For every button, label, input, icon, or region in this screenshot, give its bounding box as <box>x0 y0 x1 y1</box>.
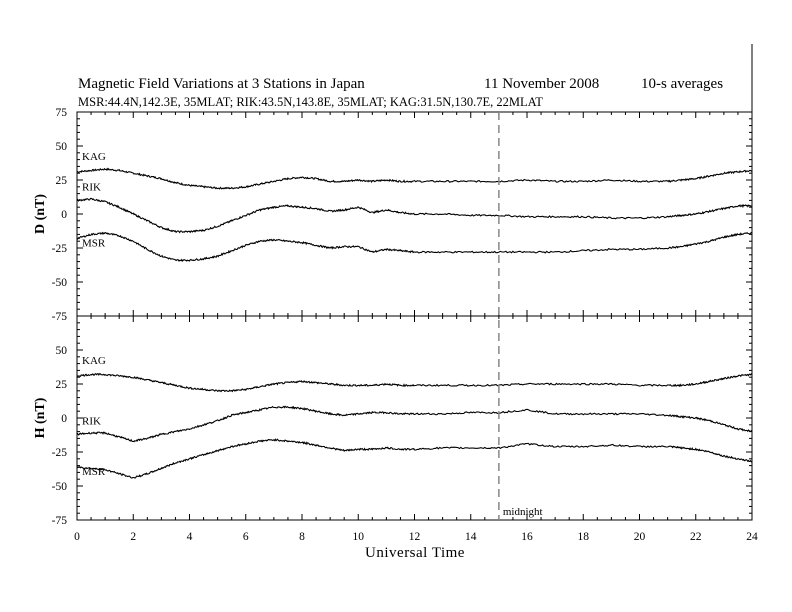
panel-1-ytick-label: 0 <box>61 209 67 221</box>
panel-1-label-msr: MSR <box>82 237 106 249</box>
panel-2-series-kag <box>76 373 753 393</box>
x-tick-label: 4 <box>187 531 193 543</box>
panel-1-ytick-label: 75 <box>56 107 68 119</box>
x-tick-label: 0 <box>74 531 80 543</box>
panel-1-ylabel: D (nT) <box>33 194 48 234</box>
panel-1-label-rik: RIK <box>82 181 101 193</box>
midnight-label: midnight <box>503 506 543 518</box>
panel-2-series-rik <box>76 405 753 443</box>
x-tick-label: 18 <box>578 531 590 543</box>
panel-1-series-msr <box>76 231 753 262</box>
x-tick-label: 20 <box>634 531 646 543</box>
panel-1-ytick-label: -75 <box>52 311 68 323</box>
x-tick-label: 22 <box>690 531 702 543</box>
panel-2-ytick-label: -75 <box>52 515 68 527</box>
panel-1-series-rik <box>76 197 753 234</box>
panel-2-ytick-label: 50 <box>56 345 68 357</box>
panel-1-ytick-label: -25 <box>52 243 68 255</box>
panel-2-series-msr <box>76 438 753 479</box>
panel-2-ylabel: H (nT) <box>33 397 48 438</box>
panel-1-series-kag <box>76 167 753 190</box>
chart-title: Magnetic Field Variations at 3 Stations … <box>78 76 365 92</box>
x-tick-label: 10 <box>353 531 365 543</box>
panel-2-ytick-label: 0 <box>61 413 67 425</box>
panel-2-label-kag: KAG <box>82 355 106 367</box>
x-axis-title: Universal Time <box>365 545 465 561</box>
x-tick-label: 14 <box>465 531 477 543</box>
panel-2-frame <box>76 315 753 521</box>
chart-date: 11 November 2008 <box>484 76 599 92</box>
panel-2-label-msr: MSR <box>82 466 106 478</box>
panel-1-label-kag: KAG <box>82 151 106 163</box>
x-tick-label: 12 <box>409 531 421 543</box>
plot-area: 75 50 25 0 -25 -50 -75 D (nT) KAG RIK MSR 50 25 0 -25 -… <box>33 107 758 543</box>
panel-1-ytick-label: 50 <box>56 141 68 153</box>
x-tick-label: 2 <box>130 531 136 543</box>
panel-2-ytick-label: -25 <box>52 447 68 459</box>
station-info: MSR:44.4N,142.3E, 35MLAT; RIK:43.5N,143.… <box>78 95 543 109</box>
panel-2-label-rik: RIK <box>82 415 101 427</box>
x-tick-label: 24 <box>746 531 758 543</box>
chart-averaging: 10-s averages <box>641 76 723 92</box>
x-tick-label: 6 <box>243 531 249 543</box>
panel-2-ytick-label: -50 <box>52 481 68 493</box>
panel-1-ytick-label: -50 <box>52 277 68 289</box>
x-tick-label: 8 <box>299 531 305 543</box>
panel-2-ytick-label: 25 <box>56 379 68 391</box>
panel-1-ytick-label: 25 <box>56 175 68 187</box>
x-tick-label: 16 <box>521 531 533 543</box>
